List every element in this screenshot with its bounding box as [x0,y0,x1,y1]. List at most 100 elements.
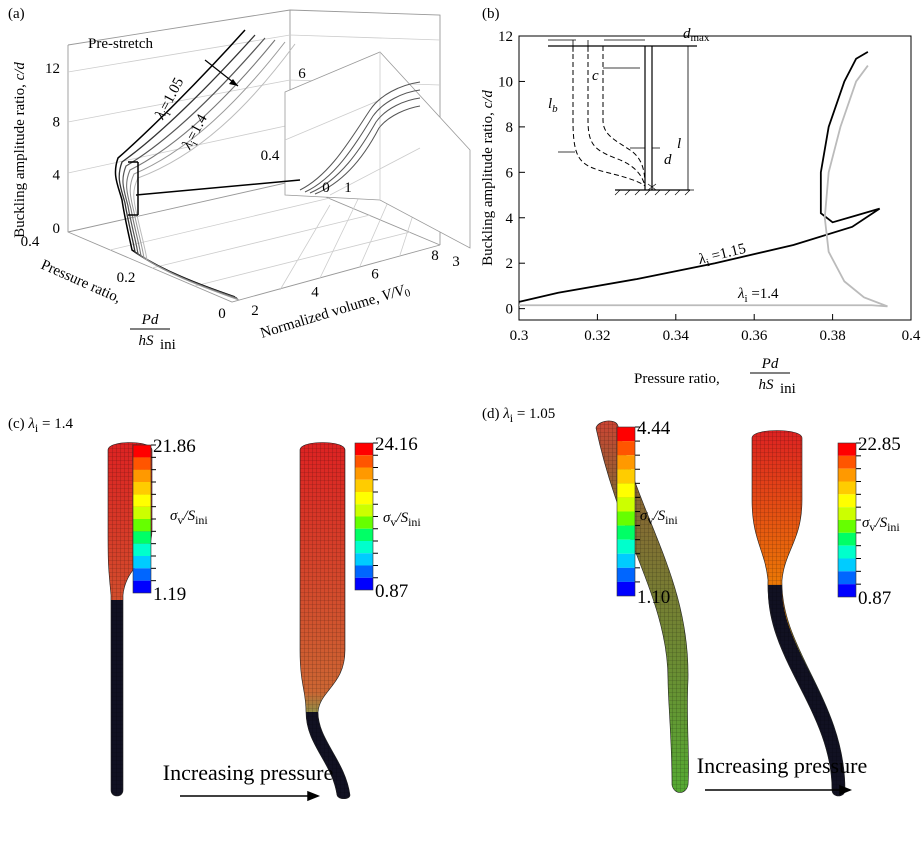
inset-ticks: 6 0.4 0 1 3 [261,66,460,270]
y-tick-label: 10 [498,74,513,90]
sigma-sub: v [177,513,183,527]
schematic-part [614,183,691,196]
tube [751,430,846,797]
sigma: σ [640,508,648,524]
colorbar-segment [617,567,635,582]
curve-label: λi =1.4 [737,286,779,305]
slash-s: /S [874,515,887,531]
denominator: hS [759,377,775,393]
x-tick-label: 0.3 [510,328,529,344]
slash-s: /S [395,510,408,526]
annotation: Pre-stretch [88,36,153,52]
slash-s: /S [182,508,195,524]
x-tick-label: 0.32 [584,328,610,344]
colorbar-segment [355,528,373,541]
lambda-sub: i [705,257,711,269]
colorbar-title: σv/Sini [383,510,421,529]
v-axis-label: Normalized volume, V/V0 [258,281,412,344]
v-ticks: 2 4 6 8 [251,248,439,319]
colorbar-max: 22.85 [858,434,901,455]
p-tick-label: 0.2 [117,270,136,286]
colorbar-segment [617,427,635,442]
curves-3d-part [114,29,246,298]
numerator: Pd [761,356,779,372]
panel-label: (c) [8,416,25,432]
plot-frame [518,35,912,321]
y-axis-label: Buckling amplitude ratio, c/d [12,62,28,238]
colorbar-segment [133,469,151,482]
curve [519,65,888,308]
colorbar-segment [838,532,856,546]
colorbar-segment [617,539,635,554]
colorbar-segment [133,543,151,556]
caption: Increasing pressure [697,753,867,778]
colorbar-segment [838,507,856,520]
colorbar-segment [355,516,373,529]
colorbar-segment [133,580,151,593]
colorbar-max: 4.44 [637,418,671,439]
schematic-label: d [664,152,672,168]
y-tick-label: 4 [506,211,514,227]
sigma: σ [170,508,178,524]
colorbar-segment [617,525,635,540]
slash-s: /S [652,508,665,524]
y-ticks: 0 4 8 12 [45,61,61,237]
denominator-sub: ini [780,381,796,397]
v-tick-label: 2 [251,303,259,319]
s-sub: ini [887,520,900,534]
tube-part [751,430,846,797]
lambda-symbol: λ [737,286,745,302]
schematic [548,39,697,196]
y-tick-label: 2 [506,256,514,272]
y-tick-label: 12 [498,29,513,45]
inset-tick-label: 1 [344,180,352,196]
x-tick-label: 0.36 [741,328,768,344]
x-axis-label: Pressure ratio, [634,371,720,387]
p-axis-label: Pressure ratio, [38,257,123,307]
tube [299,442,351,800]
sigma-sub: v [647,513,653,527]
schematic-label: l [677,136,681,152]
colorbar-segment [617,581,635,596]
curve-label: λi =1.15 [696,241,748,271]
y-axis-text: Buckling amplitude ratio, [12,84,28,238]
colorbar-segment [355,553,373,566]
d-max-sub: max [691,32,710,44]
colorbar-segment [133,531,151,544]
v-axis-symbol: V/V [380,282,408,304]
curves-3d-part [129,41,286,301]
x-tick-label: 0.38 [819,328,845,344]
colorbar-segment [617,553,635,568]
curves-3d-part [229,79,238,86]
colorbar-max: 24.16 [375,434,418,455]
p-axis-fraction: Pd hS ini [130,312,176,353]
colorbar-frame [354,442,374,591]
colorbar-segment [838,545,856,559]
lambda-sub: i [745,293,748,305]
panel-d: (d) λi = 1.05 4.441.10σv/Sini22.850.87σv… [482,406,901,797]
sigma-sub: v [390,515,396,529]
schematic-part [548,39,694,191]
colorbar-segment [133,445,151,458]
colorbar-segment [355,443,373,456]
inset-tick-label: 6 [298,66,306,82]
panel-title: (d) λi = 1.05 [482,406,555,425]
lambda-label: λi=1.4 [179,111,214,154]
colorbar-title: σv/Sini [640,508,678,527]
lambda-sub: i [35,421,39,435]
sigma: σ [383,510,391,526]
l-b-sub: b [552,103,558,115]
caption: Increasing pressure [163,760,333,785]
colorbar-segment [617,483,635,498]
y-axis-text: Buckling amplitude ratio, [480,112,496,266]
numerator: Pd [141,312,159,328]
colorbar-segment [617,511,635,526]
lambda-value: =1.4 [748,286,779,302]
colorbar-segment [617,497,635,512]
inset-3d [284,51,471,249]
panel-label: (b) [482,6,500,22]
y-axis-label: Buckling amplitude ratio, c/d [480,90,496,266]
